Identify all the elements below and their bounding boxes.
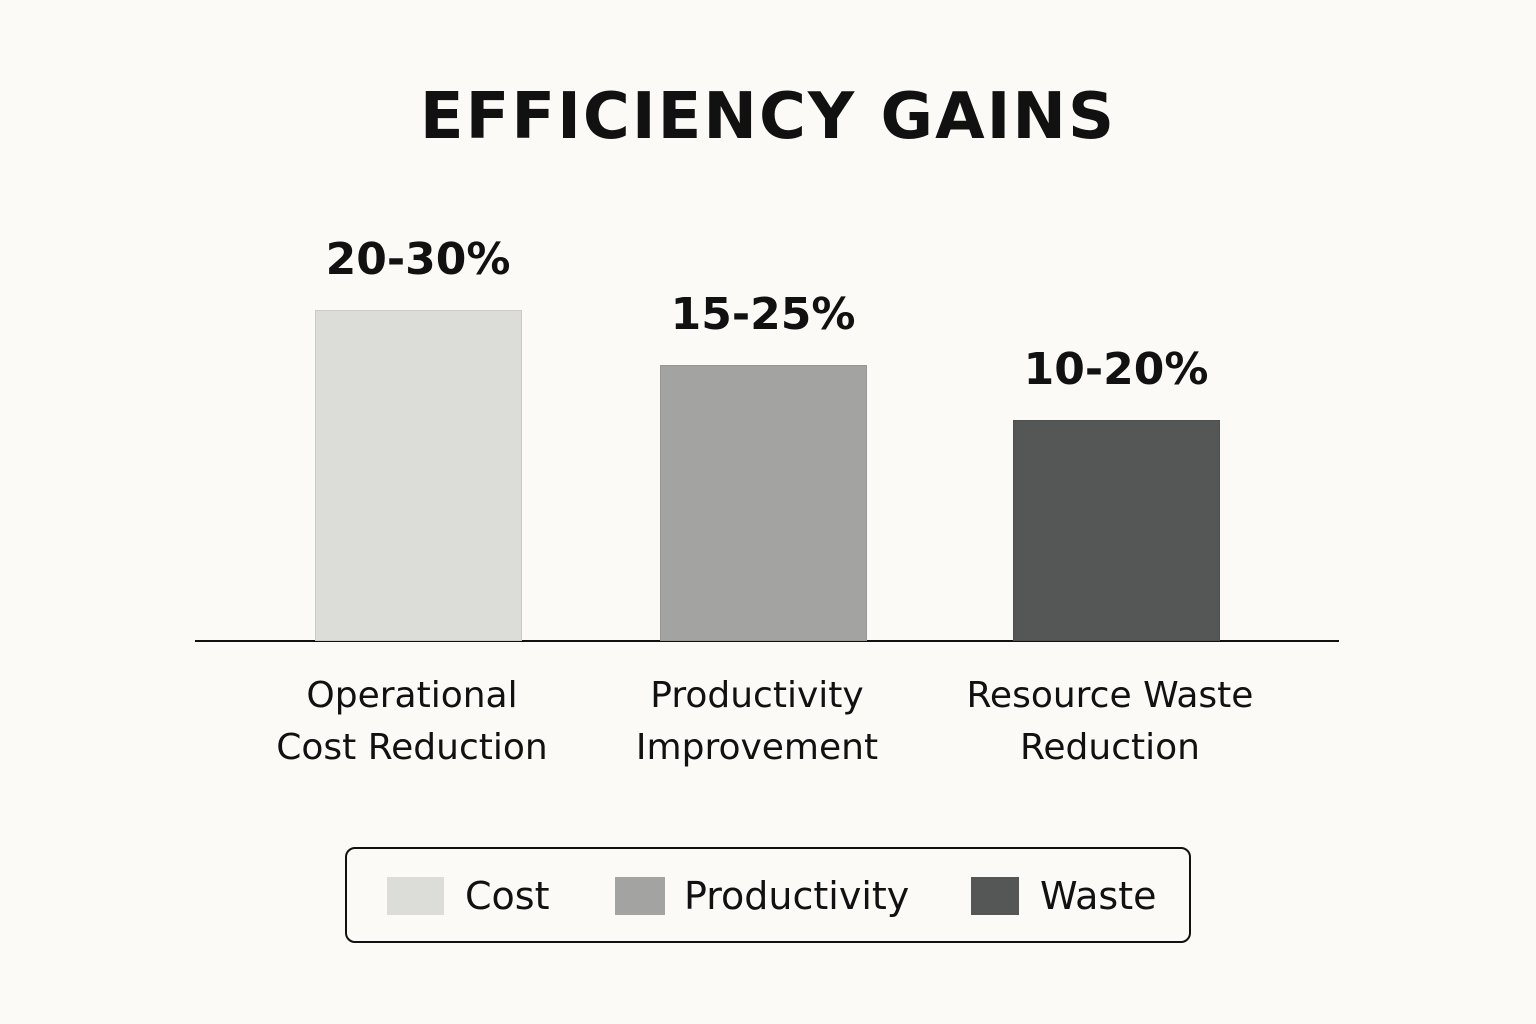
- legend: Cost Productivity Waste: [345, 847, 1191, 943]
- x-tick-label: Operational Cost Reduction: [276, 675, 548, 768]
- legend-label: Productivity: [684, 874, 910, 918]
- legend-swatch: [971, 877, 1019, 915]
- value-label: 10-20%: [1023, 344, 1209, 396]
- baseline: [195, 640, 1339, 642]
- x-tick-label: Productivity Improvement: [635, 675, 879, 768]
- value-label: 15-25%: [670, 289, 856, 341]
- value-label: 20-30%: [325, 234, 511, 285]
- x-tick-label: Resource Waste Reduction: [966, 675, 1254, 768]
- bar: [1012, 420, 1220, 641]
- legend-label: Waste: [1040, 874, 1157, 918]
- legend-swatch: [387, 877, 444, 915]
- legend-label: Cost: [465, 874, 550, 918]
- legend-swatch: [615, 877, 665, 915]
- chart-title: EFFICIENCY GAINS: [419, 80, 1117, 154]
- bar: [659, 365, 867, 641]
- bar: [314, 310, 522, 641]
